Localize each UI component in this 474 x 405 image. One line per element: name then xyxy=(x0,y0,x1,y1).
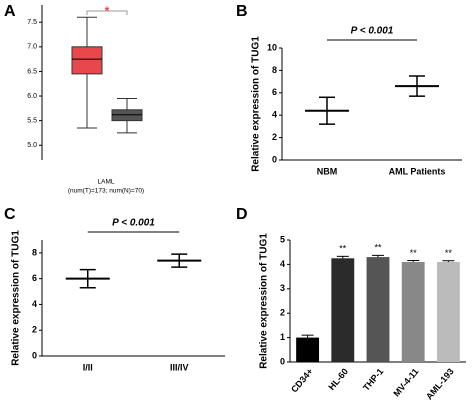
y-tick-label: 6.0 xyxy=(27,93,37,100)
bar xyxy=(436,261,460,362)
y-tick-label: 5.5 xyxy=(27,117,37,124)
annotation: P < 0.001 xyxy=(351,26,394,37)
y-tick-label: 5 xyxy=(280,234,285,244)
y-tick-label: 6 xyxy=(32,273,37,283)
y-tick-label: 8 xyxy=(32,247,37,257)
y-tick-label: 2 xyxy=(272,132,277,142)
x-tick-label: NBM xyxy=(317,166,338,176)
y-axis-label: Relative expression of TUG1 xyxy=(259,233,270,369)
bar xyxy=(331,258,355,362)
bracket xyxy=(86,10,128,15)
x-tick-label: CD34+ xyxy=(289,366,315,394)
significance: ** xyxy=(410,248,418,258)
x-axis-label: (num(T)=173; num(N)=70) xyxy=(68,188,144,195)
panel-letter: B xyxy=(236,3,248,20)
x-tick-label: AML Patients xyxy=(389,166,446,176)
significance: ** xyxy=(339,244,347,254)
y-tick-label: 7.0 xyxy=(27,44,37,51)
x-tick-label: III/IV xyxy=(170,362,189,372)
x-tick-label: MV-4-11 xyxy=(391,366,420,398)
y-axis-label: Relative expression of TUG1 xyxy=(11,230,22,366)
x-tick-label: THP-1 xyxy=(361,366,385,392)
annotation: * xyxy=(105,4,110,18)
x-axis-label: LAML xyxy=(98,179,115,186)
panel-letter: D xyxy=(236,206,248,223)
y-tick-label: 2 xyxy=(32,325,37,335)
y-tick-label: 0 xyxy=(32,350,37,360)
y-tick-label: 4 xyxy=(32,299,37,309)
y-tick-label: 4 xyxy=(280,259,285,269)
bar xyxy=(366,257,390,362)
y-tick-label: 8 xyxy=(272,65,277,75)
x-tick-label: I/II xyxy=(83,362,93,372)
y-tick-label: 6.5 xyxy=(27,68,37,75)
box xyxy=(71,46,103,75)
x-tick-label: HL-60 xyxy=(326,366,350,392)
x-tick-label: AML-193 xyxy=(424,366,456,401)
y-tick-label: 4 xyxy=(272,110,277,120)
significance: ** xyxy=(374,243,382,253)
y-tick-label: 6 xyxy=(272,87,277,97)
annotation: P < 0.001 xyxy=(112,218,155,229)
y-tick-label: 3 xyxy=(280,283,285,293)
y-tick-label: 10 xyxy=(267,42,277,52)
panel-letter: C xyxy=(4,206,16,223)
y-tick-label: 0 xyxy=(280,356,285,366)
bar xyxy=(401,261,425,362)
y-tick-label: 7.5 xyxy=(27,19,37,26)
y-tick-label: 1 xyxy=(280,332,285,342)
panel-letter: A xyxy=(4,3,16,20)
y-axis-label: Relative expression of TUG1 xyxy=(251,36,262,172)
bar xyxy=(296,337,320,362)
significance: ** xyxy=(445,248,453,258)
y-tick-label: 5.0 xyxy=(27,142,37,149)
y-tick-label: 0 xyxy=(272,154,277,164)
y-tick-label: 2 xyxy=(280,308,285,318)
